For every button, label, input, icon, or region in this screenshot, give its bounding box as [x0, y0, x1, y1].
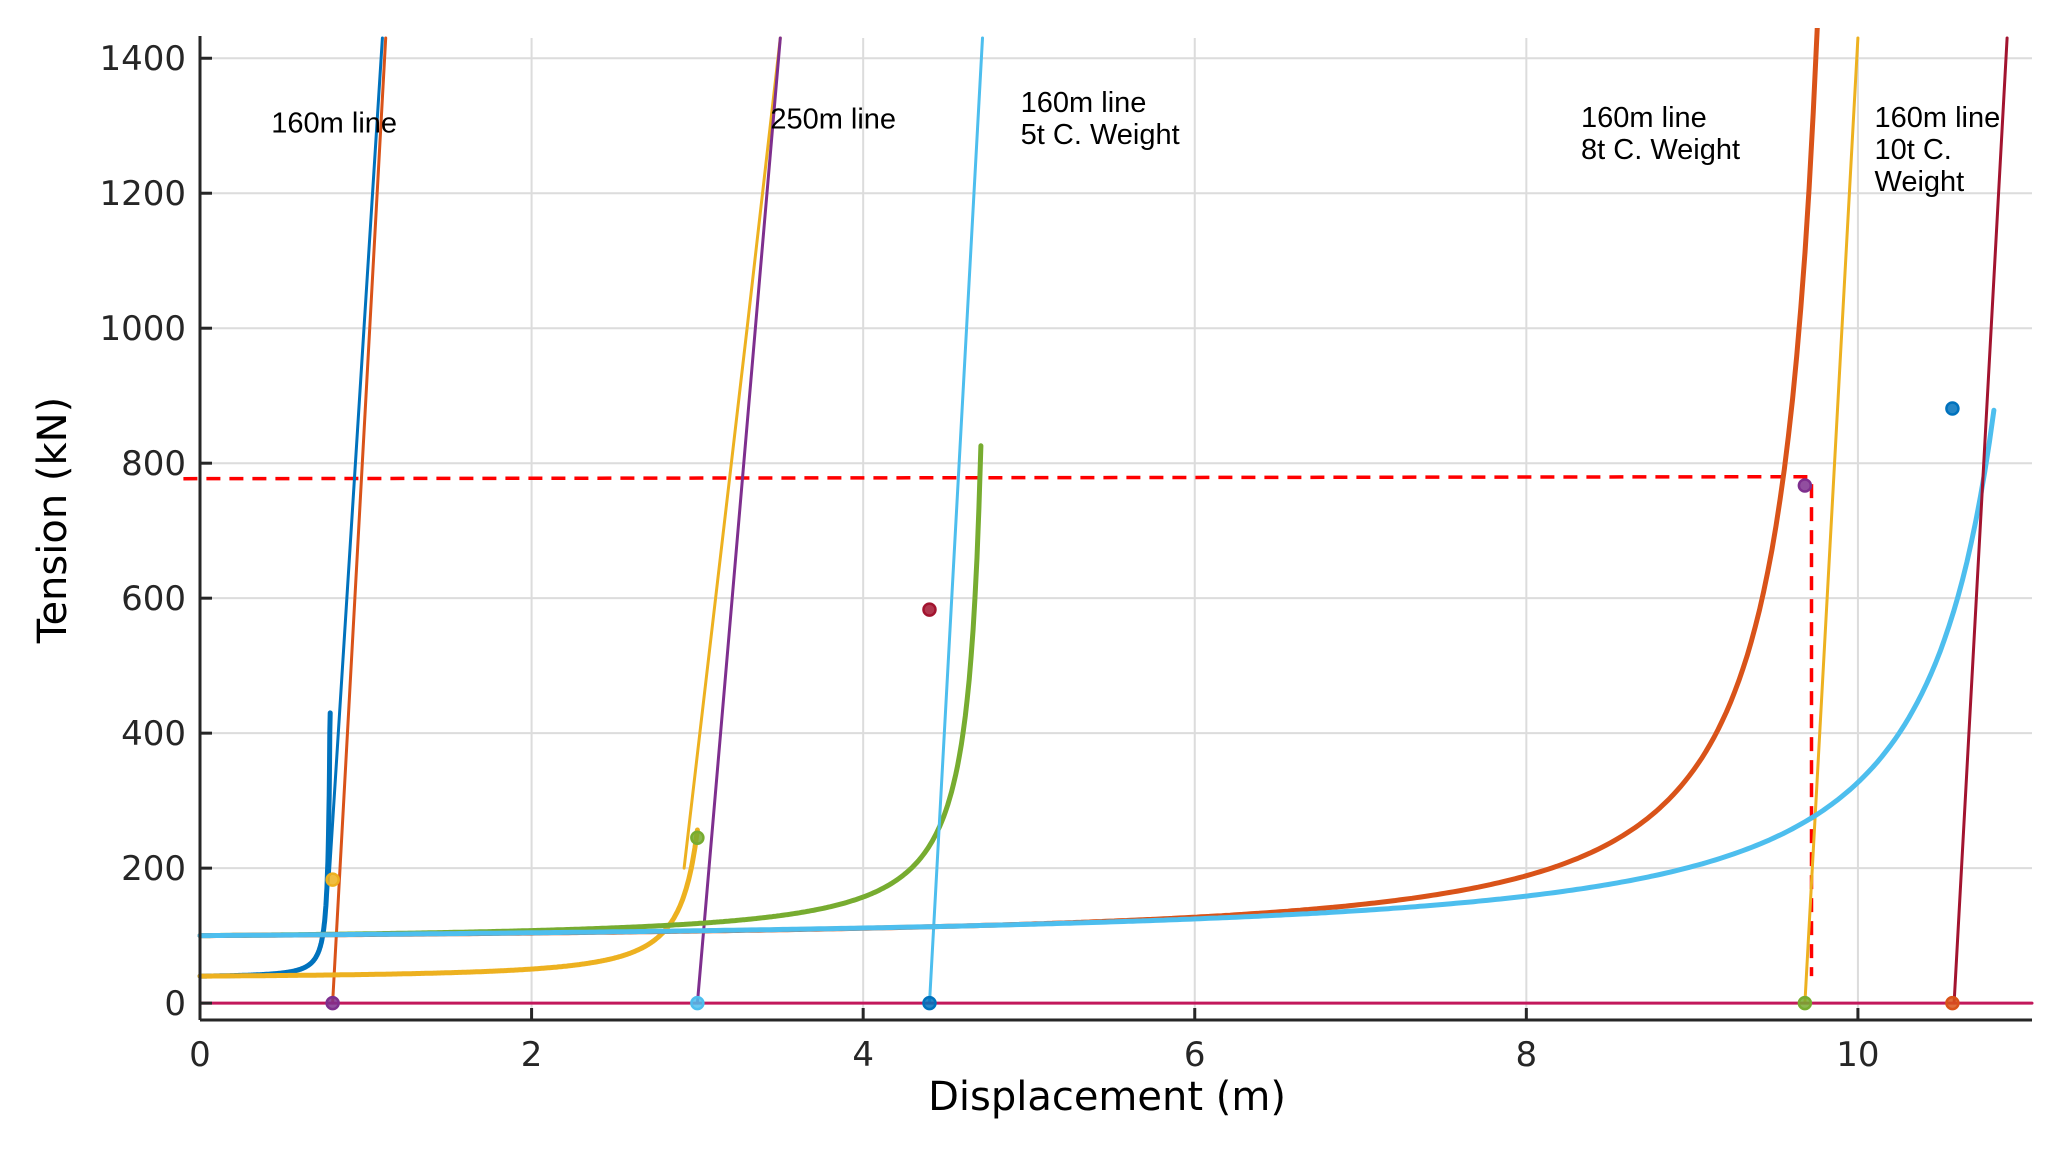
data-point-marker	[1945, 995, 1960, 1011]
data-markers	[325, 401, 1960, 1011]
curve-annotation: 250m line	[770, 103, 896, 135]
data-point-marker	[1945, 401, 1960, 416]
y-tick-label: 400	[121, 714, 186, 754]
axes	[198, 36, 2032, 1022]
x-tick-label: 2	[521, 1035, 543, 1075]
series-line-12	[1952, 36, 2009, 1005]
annotations: 160m line 250m line 160m line 5t C. Weight 1…	[271, 87, 2000, 198]
curve-annotation: 160m line 5t C. Weight	[1021, 87, 1180, 151]
grid-lines	[199, 38, 2032, 1020]
series-line-8	[928, 36, 984, 1005]
y-tick-label: 800	[121, 444, 186, 484]
x-tick-label: 4	[852, 1035, 874, 1075]
data-point-marker	[690, 995, 705, 1011]
data-point-marker	[1797, 995, 1813, 1011]
y-tick-label: 600	[121, 579, 186, 619]
x-tick-label: 6	[1184, 1035, 1206, 1075]
x-tick-label: 0	[189, 1035, 211, 1075]
data-point-marker	[690, 830, 705, 846]
data-point-marker	[325, 995, 340, 1011]
series-line-3	[331, 36, 388, 1005]
series-lines	[197, 28, 2034, 1005]
data-point-marker	[325, 872, 340, 887]
series-line-2	[327, 36, 384, 877]
curve-annotation: 160m line 10t C. Weight	[1874, 102, 2000, 198]
series-line-4	[197, 827, 700, 979]
tick-labels: 0 2 4 6 8 10 0 200 400 600 800 1000 1200 1400	[99, 39, 1879, 1075]
y-tick-label: 1000	[99, 309, 186, 349]
x-axis-title: Displacement (m)	[928, 1074, 1286, 1120]
series-line-6	[695, 36, 782, 1005]
data-point-marker	[1797, 478, 1813, 493]
series-line-5	[682, 36, 782, 870]
x-tick-label: 10	[1836, 1035, 1879, 1075]
reference-dashed-line	[183, 474, 1814, 977]
x-tick-label: 8	[1516, 1035, 1538, 1075]
y-tick-label: 200	[121, 849, 186, 889]
y-tick-label: 0	[164, 984, 186, 1024]
y-tick-label: 1200	[99, 174, 186, 214]
reference-lines	[183, 474, 1814, 977]
curve-annotation: 160m line 8t C. Weight	[1581, 102, 1740, 166]
data-point-marker	[922, 602, 937, 617]
series-line-11	[197, 407, 1997, 939]
curve-annotation: 160m line	[271, 107, 397, 139]
series-line-10	[1803, 36, 1860, 1005]
y-axis-title: Tension (kN)	[30, 397, 76, 644]
y-tick-label: 1400	[99, 39, 186, 79]
data-point-marker	[922, 995, 937, 1011]
